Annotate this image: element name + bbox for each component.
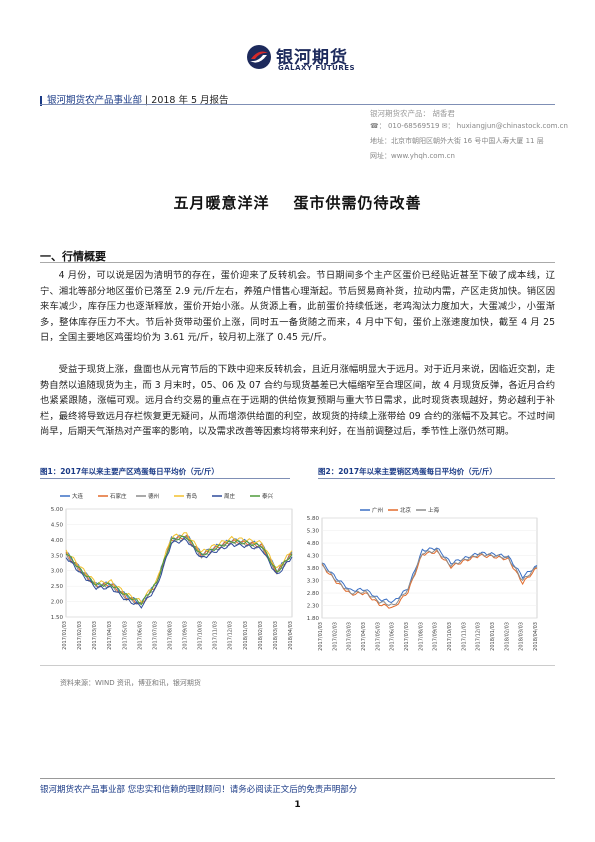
- series-line: [65, 532, 293, 603]
- paragraph-2: 受益于现货上涨，盘面也从元宵节后的下跌中迎来反转机会，且近月涨幅明显大于远月。对…: [40, 364, 555, 437]
- legend-label: 德州: [148, 492, 159, 500]
- x-tick-label: 2018/04/03: [288, 621, 294, 650]
- x-tick-label: 2017/05/03: [122, 621, 128, 650]
- x-tick-label: 2017/03/03: [347, 622, 353, 651]
- x-tick-label: 2017/06/03: [137, 621, 143, 650]
- y-tick-label: 1.50: [51, 615, 64, 621]
- figure1-caption-line: [40, 478, 290, 479]
- company-name-en: GALAXY FUTURES: [278, 64, 356, 72]
- y-tick-label: 4.30: [307, 554, 320, 560]
- address-line: 地址：北京市朝阳区朝外大街 16 号中国人寿大厦 11 层: [370, 137, 544, 145]
- x-tick-label: 2018/03/03: [273, 621, 279, 650]
- header-divider: [40, 104, 555, 105]
- series-line: [321, 547, 538, 604]
- header-accent-bar: [40, 95, 42, 106]
- source-divider: [40, 665, 555, 666]
- legend-label: 北京: [400, 506, 412, 514]
- chart-producing-areas: 1.50 2.00 2.50 3.00 3.50 4.00 4.50 5.00 2017/01/…: [51, 492, 294, 650]
- x-tick-label: 2017/05/03: [375, 622, 381, 651]
- y-tick-label: 5.80: [307, 516, 320, 522]
- department-label: 银河期货农产品事业部: [47, 95, 143, 106]
- x-tick-label: 2017/11/03: [461, 622, 467, 651]
- y-tick-label: 1.80: [307, 616, 320, 622]
- footer-divider: [40, 778, 555, 779]
- x-tick-label: 2018/01/03: [490, 622, 496, 651]
- figure1-caption: 图1：2017年以来主要产区鸡蛋每日平均价（元/斤）: [40, 467, 219, 476]
- x-tick-label: 2018/04/03: [533, 622, 539, 651]
- x-tick-label: 2017/08/03: [418, 622, 424, 651]
- data-source: 资料来源：WIND 资讯，博亚和讯，银河期货: [60, 679, 201, 687]
- series-line: [321, 548, 538, 606]
- report-title: 五月暖意洋洋 蛋市供需仍待改善: [0, 192, 595, 213]
- legend-label: 泰兴: [262, 492, 274, 500]
- figure2-caption: 图2：2017年以来主要销区鸡蛋每日平均价（元/斤）: [318, 467, 497, 476]
- y-tick-label: 3.30: [307, 579, 320, 585]
- x-tick-label: 2017/02/03: [332, 622, 338, 651]
- legend-label: 广州: [372, 506, 383, 514]
- x-tick-label: 2018/02/03: [258, 621, 264, 650]
- y-tick-label: 2.00: [51, 600, 64, 606]
- x-tick-label: 2017/04/03: [107, 621, 113, 650]
- company-name-cn: 银河期货: [276, 48, 348, 68]
- y-tick-label: 4.00: [51, 538, 64, 544]
- y-tick-label: 3.50: [51, 553, 64, 559]
- x-tick-label: 2017/11/03: [213, 621, 219, 650]
- y-tick-label: 3.00: [51, 569, 64, 575]
- x-tick-label: 2017/01/03: [318, 622, 324, 651]
- legend-label: 石家庄: [110, 492, 127, 500]
- y-tick-label: 2.50: [51, 584, 64, 590]
- x-tick-label: 2017/10/03: [447, 622, 453, 651]
- section-heading: 一、行情概要: [40, 250, 106, 263]
- legend-label: 大连: [72, 492, 84, 500]
- legend-label: 周庄: [224, 492, 236, 500]
- website-line: 网址：www.yhqh.com.cn: [370, 152, 455, 160]
- x-tick-label: 2017/10/03: [198, 621, 204, 650]
- footer-text: 银河期货农产品事业部 您忠实和信赖的理财顾问！请务必阅读正文后的免责声明部分: [40, 785, 358, 795]
- series-line: [65, 534, 293, 605]
- legend-label: 青岛: [186, 492, 198, 500]
- page-number: 1: [294, 800, 301, 810]
- x-tick-label: 2017/01/03: [62, 621, 68, 650]
- series-line: [65, 535, 293, 606]
- paragraph-1: 4 月份，可以说是因为清明节的存在，蛋价迎来了反转机会。节日期间多个主产区蛋价已…: [40, 270, 555, 343]
- phone-email-line: ☎： 010-68569519 ✉： huxiangjun@chinastock…: [370, 122, 568, 130]
- y-tick-label: 5.30: [307, 529, 320, 535]
- x-tick-label: 2017/12/03: [228, 621, 234, 650]
- y-tick-label: 2.30: [307, 604, 320, 610]
- title-part1: 五月暖意洋洋: [173, 194, 270, 212]
- x-tick-label: 2018/03/03: [519, 622, 525, 651]
- section-divider: [40, 262, 555, 263]
- analyst-line: 银河期货农产品： 胡香君: [370, 109, 455, 118]
- x-tick-label: 2017/06/03: [390, 622, 396, 651]
- x-tick-label: 2017/09/03: [183, 621, 189, 650]
- x-tick-label: 2017/04/03: [361, 622, 367, 651]
- y-tick-label: 5.00: [51, 507, 64, 513]
- x-tick-label: 2017/02/03: [77, 621, 83, 650]
- legend-label: 上海: [428, 506, 440, 514]
- chart-selling-areas: 1.80 2.30 2.80 3.30 3.80 4.30 4.80 5.30 5.80 2017…: [307, 506, 539, 651]
- x-tick-label: 2017/12/03: [476, 622, 482, 651]
- x-tick-label: 2017/09/03: [433, 622, 439, 651]
- x-tick-label: 2018/02/03: [504, 622, 510, 651]
- x-tick-label: 2017/07/03: [152, 621, 158, 650]
- series-line: [65, 537, 293, 609]
- report-header: 银河期货农产品事业部 | 2018 年 5 月报告: [40, 92, 229, 106]
- y-tick-label: 3.80: [307, 566, 320, 572]
- x-tick-label: 2017/03/03: [92, 621, 98, 650]
- y-tick-label: 2.80: [307, 591, 320, 597]
- y-tick-label: 4.80: [307, 541, 320, 547]
- plot-frame: [65, 508, 293, 618]
- x-tick-label: 2017/08/03: [167, 621, 173, 650]
- figure2-caption-line: [318, 478, 555, 479]
- x-tick-label: 2017/07/03: [404, 622, 410, 651]
- x-tick-label: 2018/01/03: [243, 621, 249, 650]
- report-date: 2018 年 5 月报告: [151, 95, 229, 106]
- title-part2: 蛋市供需仍待改善: [293, 194, 422, 212]
- y-tick-label: 4.50: [51, 522, 64, 528]
- series-line: [321, 549, 538, 609]
- galaxy-logo-icon: [247, 45, 271, 69]
